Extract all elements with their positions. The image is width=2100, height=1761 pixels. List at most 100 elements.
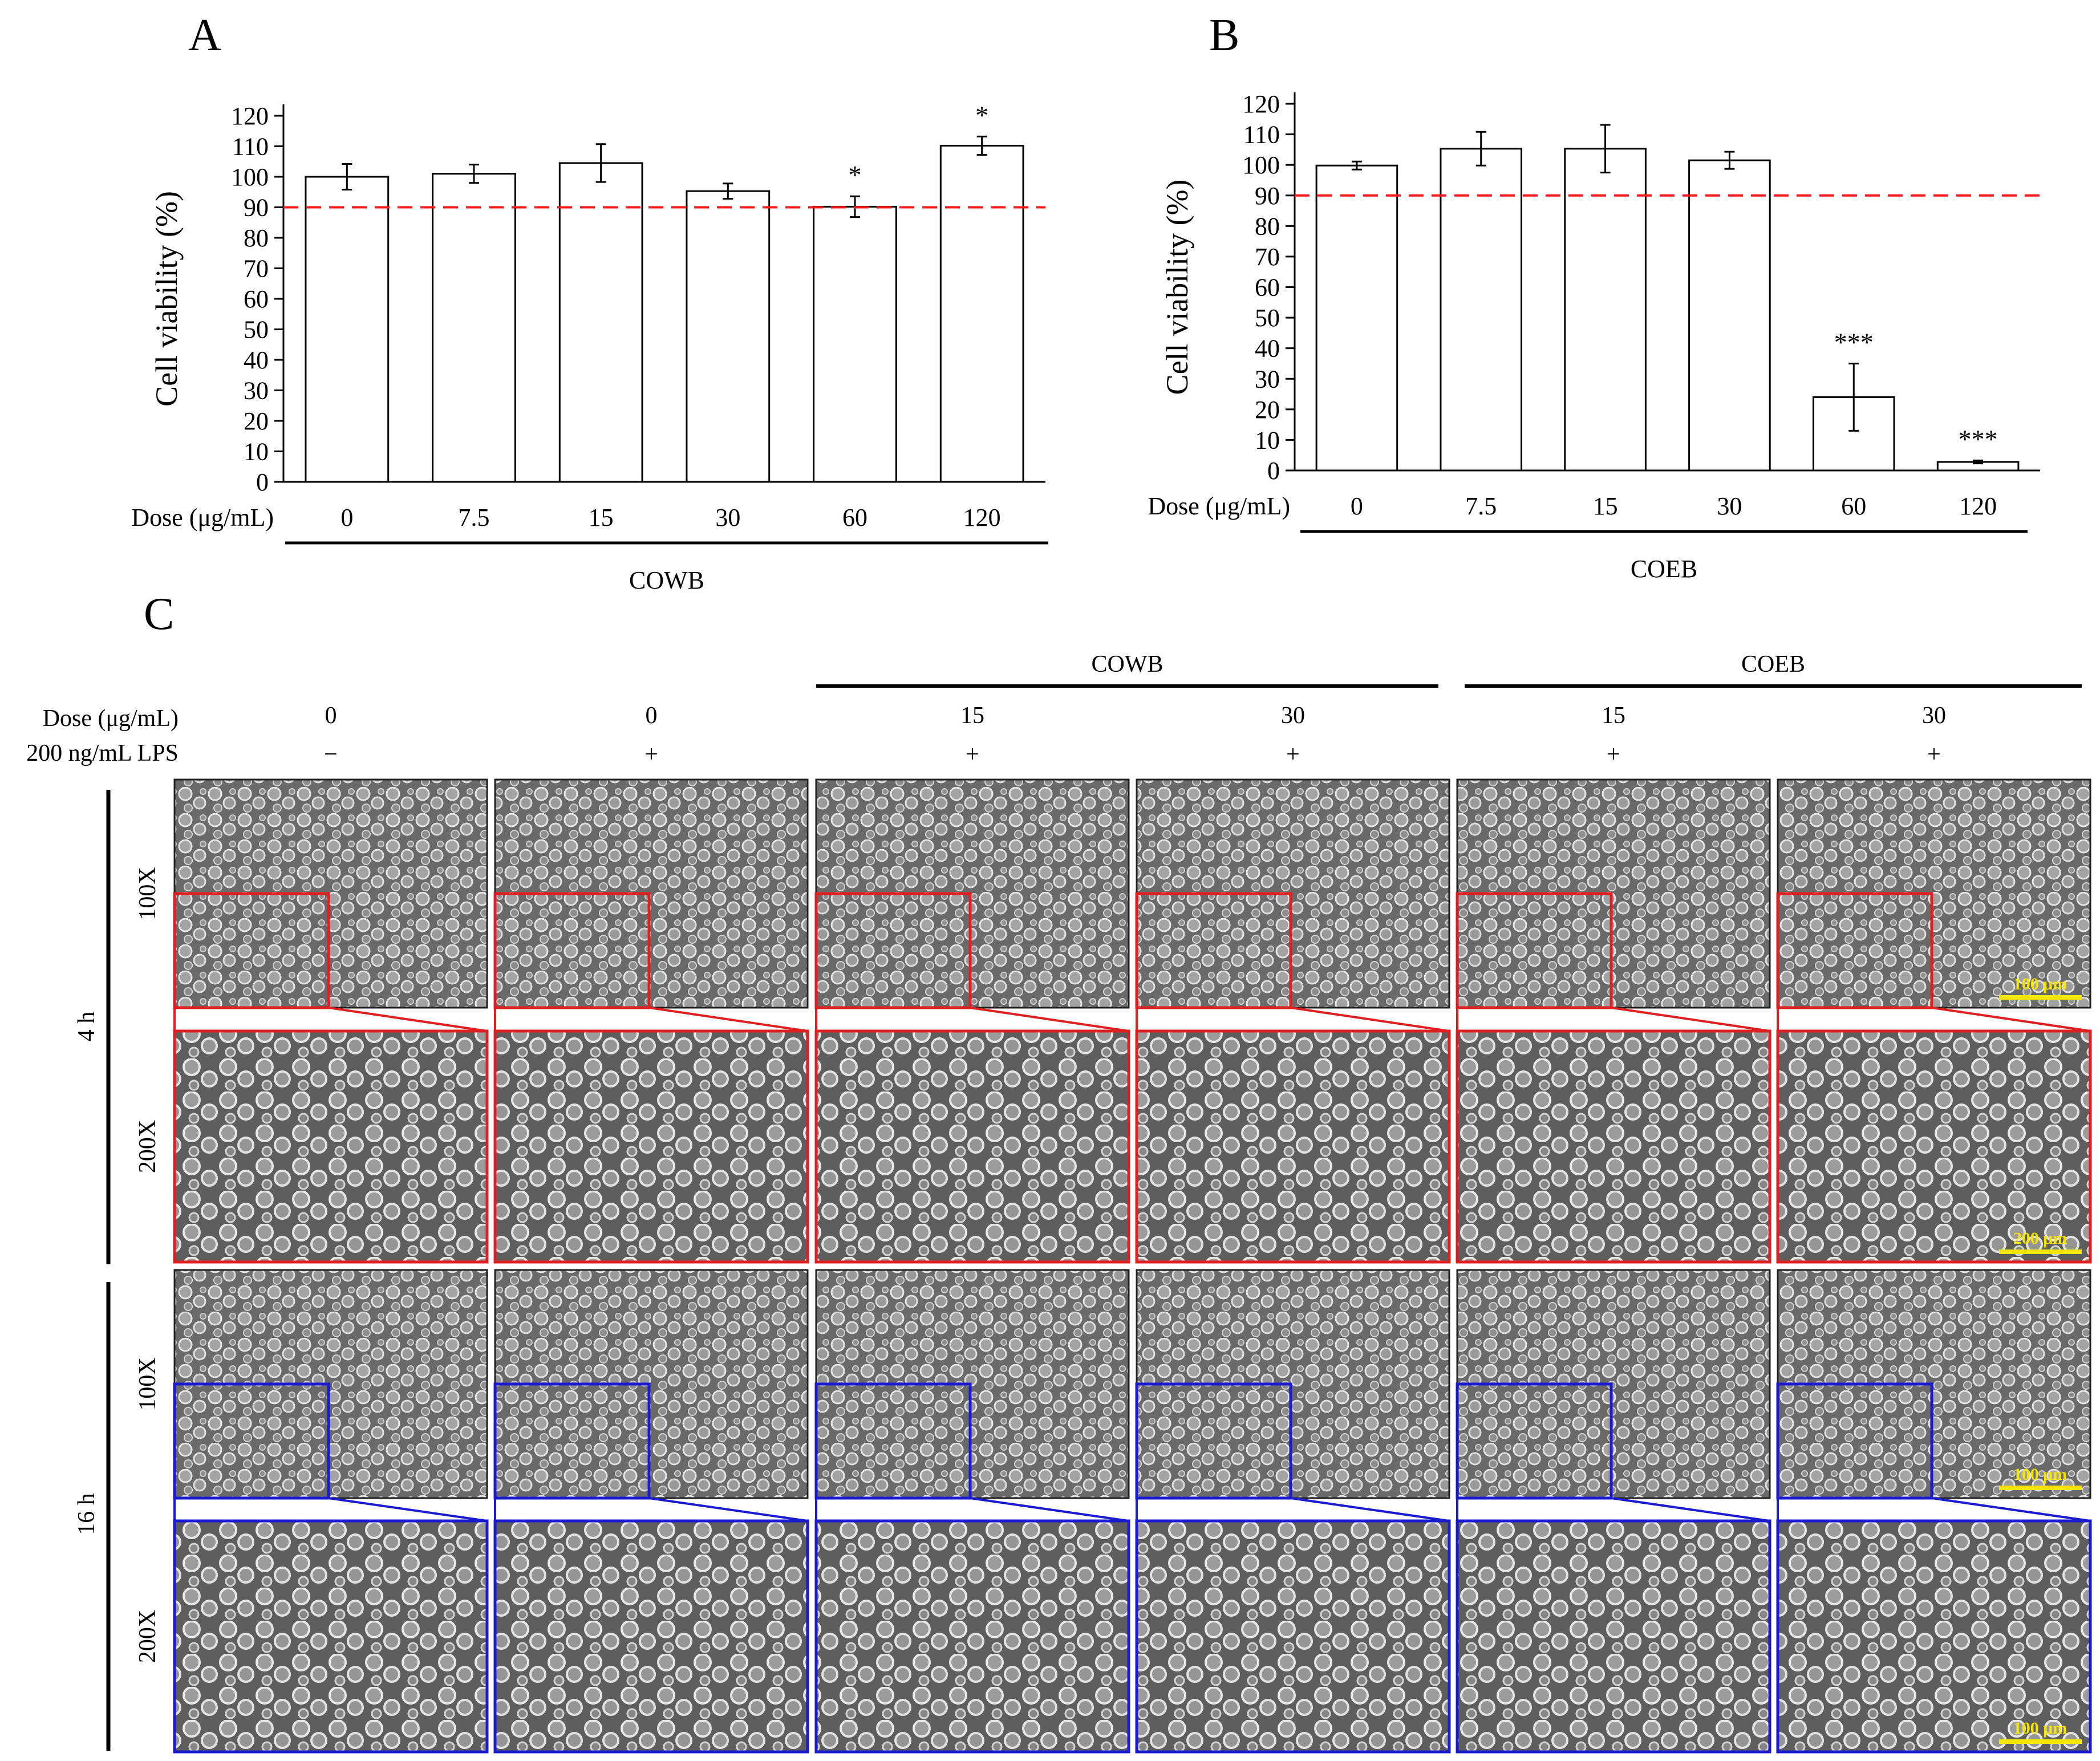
y-tick-label: 60 [244,285,269,313]
zoom-connector [648,1007,808,1032]
micrograph-200x [173,1029,489,1264]
y-tick-label: 70 [244,255,269,283]
dose-label: Dose (μg/mL) [131,504,274,531]
y-tick-label: 50 [244,316,269,344]
zoom-connector [1290,1497,1450,1522]
x-tick-label: 15 [589,504,614,531]
column-dose: 30 [1922,703,1946,729]
time-label: 16 h [74,1493,100,1535]
y-tick-label: 110 [1243,121,1280,149]
y-tick-label: 40 [1255,335,1280,363]
zoom-region-box [493,892,651,1009]
column-dose: 15 [1602,703,1625,729]
x-tick-label: 30 [1717,492,1742,520]
zoom-connector [1611,1007,1770,1032]
group-label: COWB [629,566,704,594]
column-lps: − [324,741,338,768]
magnification-label: 200X [135,1610,161,1663]
y-tick-label: 40 [244,346,269,374]
time-label: 4 h [74,1012,100,1042]
bar [939,144,1024,483]
x-tick-label: 120 [963,504,1001,531]
x-tick-label: 7.5 [1465,492,1497,520]
micrograph-200x [814,1519,1130,1754]
y-tick-label: 80 [1255,212,1280,240]
column-lps: + [644,741,658,768]
column-lps: + [1286,741,1300,768]
y-tick-label: 80 [244,224,269,252]
y-tick-label: 20 [1255,396,1280,424]
column-lps: + [1927,741,1941,768]
scale-bar-label: 200 μm [2013,1229,2067,1248]
scale-bar-label: 100 μm [2013,975,2067,993]
zoom-region-box [1135,1382,1292,1500]
micrograph-200x [1456,1519,1771,1754]
y-tick-label: 10 [1255,426,1280,454]
bar [1440,148,1523,472]
micrograph-200x [1776,1519,2092,1754]
x-tick-label: 30 [715,504,740,531]
zoom-connector [970,1007,1129,1032]
column-dose: 30 [1281,703,1305,729]
x-tick-label: 0 [340,504,353,531]
zoom-region-box [173,1382,330,1500]
significance-marker: * [975,100,988,129]
y-tick-label: 60 [1255,274,1280,302]
significance-marker: *** [1959,424,1998,453]
significance-marker: * [849,160,862,189]
column-dose: 15 [960,703,984,729]
zoom-region-box [1776,892,1933,1009]
y-tick-label: 20 [244,407,269,435]
zoom-connector [1611,1497,1770,1522]
zoom-region-box [1776,1382,1933,1500]
x-tick-label: 0 [1351,492,1363,520]
zoom-connector [1290,1007,1450,1032]
micrograph-200x [1456,1029,1771,1264]
micrograph-200x [173,1519,489,1754]
x-tick-label: 15 [1593,492,1618,520]
column-dose: 0 [325,703,337,729]
y-tick-label: 110 [232,133,269,161]
zoom-region-box [493,1382,651,1500]
y-tick-label: 70 [1255,243,1280,271]
y-tick-label: 100 [231,163,269,191]
bar [813,205,897,483]
y-tick-label: 120 [231,102,269,130]
zoom-region-box [1456,1382,1613,1500]
y-tick-label: 0 [1267,457,1280,485]
micrograph-200x [1776,1029,2092,1264]
zoom-connector [648,1497,808,1522]
x-tick-label: 60 [1841,492,1866,520]
zoom-region-box [1135,892,1292,1009]
micrograph-200x [1135,1519,1451,1754]
micrograph-200x [814,1029,1130,1264]
significance-marker: *** [1834,327,1874,356]
bar [1688,159,1771,472]
zoom-connector [1931,1497,2091,1522]
micrograph-200x [493,1029,809,1264]
y-tick-label: 0 [256,468,269,496]
zoom-connector [328,1007,488,1032]
bar [1315,164,1398,472]
lps-row-label: 200 ng/mL LPS [26,740,179,766]
y-tick-label: 10 [244,438,269,466]
bar [686,190,771,483]
zoom-region-box [814,1382,972,1500]
micrograph-200x [493,1519,809,1754]
zoom-connector [970,1497,1129,1522]
micrograph-200x [1135,1029,1451,1264]
group-label: COEB [1741,651,1805,677]
group-label: COEB [1631,555,1697,583]
bar [1564,148,1647,472]
bar [305,176,390,483]
magnification-label: 200X [135,1120,161,1173]
dose-row-label: Dose (μg/mL) [43,705,179,732]
column-lps: + [1607,741,1620,768]
zoom-region-box [173,892,330,1009]
group-label: COWB [1092,651,1163,677]
y-axis-title: Cell viability (%) [1160,180,1194,395]
bar [558,162,643,483]
